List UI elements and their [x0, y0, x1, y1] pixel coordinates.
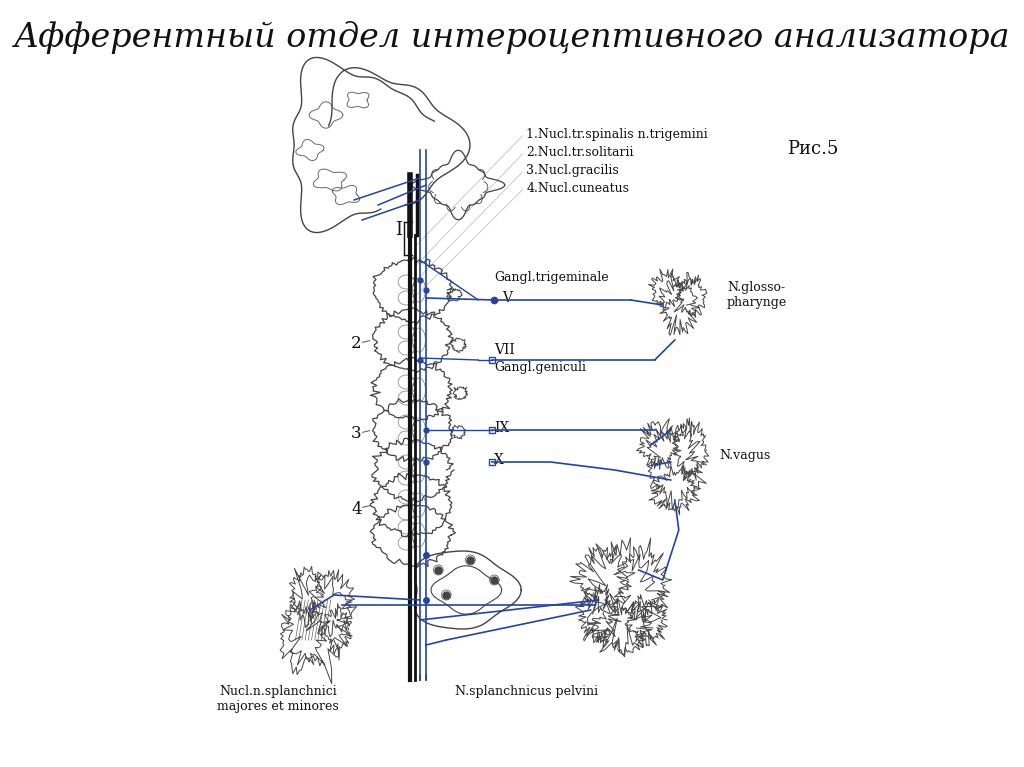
Text: IX: IX [495, 421, 510, 435]
Text: Nucl.n.splanchnici
majores et minores: Nucl.n.splanchnici majores et minores [217, 685, 339, 713]
Text: 3: 3 [351, 426, 361, 443]
Text: N.splanchnicus pelvini: N.splanchnicus pelvini [455, 685, 598, 698]
Text: X: X [495, 453, 504, 467]
Text: 1.Nucl.tr.spinalis n.trigemini: 1.Nucl.tr.spinalis n.trigemini [526, 128, 709, 141]
Text: 3.Nucl.gracilis: 3.Nucl.gracilis [526, 164, 620, 177]
Text: VII: VII [495, 343, 515, 357]
Text: 2: 2 [351, 335, 361, 353]
Text: Афферентный отдел интероцептивного анализатора: Афферентный отдел интероцептивного анали… [13, 21, 1011, 54]
Text: 4.Nucl.cuneatus: 4.Nucl.cuneatus [526, 182, 630, 195]
Text: Gangl.geniculi: Gangl.geniculi [495, 360, 587, 374]
Text: 4: 4 [351, 501, 361, 518]
Text: 2.Nucl.tr.solitarii: 2.Nucl.tr.solitarii [526, 146, 634, 159]
Text: Gangl.trigeminale: Gangl.trigeminale [495, 272, 609, 285]
Text: Рис.5: Рис.5 [787, 140, 839, 158]
Text: V: V [503, 291, 512, 305]
Text: N.glosso-
pharynge: N.glosso- pharynge [727, 281, 787, 309]
Text: N.vagus: N.vagus [719, 449, 770, 462]
Text: I: I [394, 221, 401, 239]
